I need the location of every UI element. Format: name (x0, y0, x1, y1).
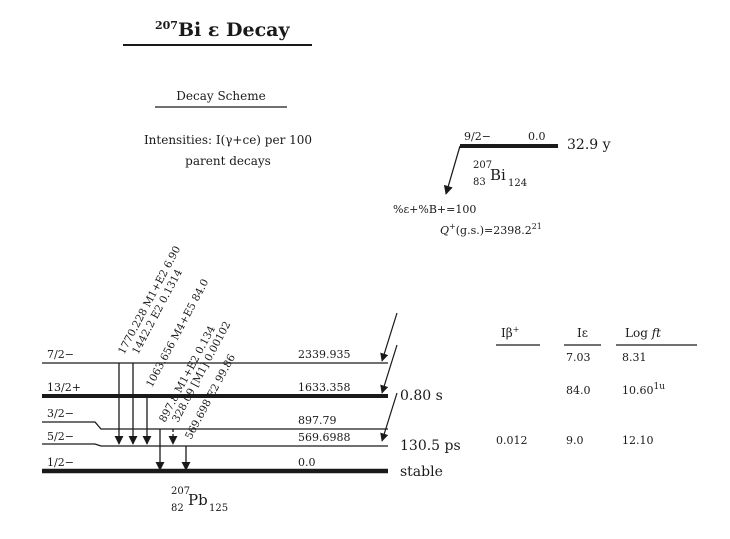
level-energy: 1633.358 (298, 381, 351, 394)
intensities-note-line2: parent decays (185, 154, 271, 168)
svg-text:83: 83 (473, 177, 486, 188)
svg-text:207: 207 (171, 486, 190, 497)
subtitle: Decay Scheme (176, 89, 265, 103)
level-energy: 0.0 (298, 456, 316, 469)
feed-arrow-569 (380, 392, 398, 442)
svg-text:Bi: Bi (490, 166, 506, 184)
table-ib: 0.012 (496, 434, 528, 447)
svg-text:Pb: Pb (188, 491, 208, 509)
level-halflife: stable (400, 464, 443, 480)
parent-energy: 0.0 (528, 130, 546, 143)
branching-ratio: %ε+%B+=100 (393, 203, 476, 216)
q-value: Q+(g.s.)=2398.221 (440, 222, 542, 237)
parent-halflife: 32.9 y (567, 137, 611, 153)
level-spin: 13/2+ (47, 381, 81, 394)
feed-arrow-2339 (380, 312, 398, 362)
parent-decay-arrow (443, 145, 461, 195)
level-spin: 3/2− (47, 407, 74, 420)
page-title: 207Bi ε Decay (155, 19, 290, 41)
table-logft: 12.10 (622, 434, 654, 447)
svg-text:207: 207 (473, 160, 492, 171)
header-ie: Iε (577, 326, 588, 340)
header-logft: Log ft (625, 326, 661, 340)
level-energy: 569.6988 (298, 431, 351, 444)
level-energy: 897.79 (298, 414, 337, 427)
table-logft: 8.31 (622, 351, 647, 364)
parent-nuclide-symbol: 207 83 Bi 124 (473, 160, 527, 189)
level-halflife: 0.80 s (400, 388, 443, 404)
table-ie: 9.0 (566, 434, 584, 447)
level-spin: 5/2− (47, 430, 74, 443)
svg-text:82: 82 (171, 503, 184, 514)
header-ib: Iβ+ (501, 325, 519, 340)
level-spin: 1/2− (47, 456, 74, 469)
feed-arrow-1633 (380, 344, 398, 394)
level-energy: 2339.935 (298, 348, 351, 361)
daughter-nuclide-symbol: 207 82 Pb 125 (171, 486, 228, 514)
svg-text:125: 125 (209, 503, 228, 514)
level-line-897 (42, 421, 388, 430)
level-halflife: 130.5 ps (400, 438, 461, 454)
level-spin: 7/2− (47, 348, 74, 361)
level-line-569 (42, 443, 388, 447)
intensities-note-line1: Intensities: I(γ+ce) per 100 (144, 133, 312, 147)
table-ie: 84.0 (566, 384, 591, 397)
table-logft: 10.601u (622, 382, 665, 397)
svg-text:124: 124 (508, 178, 527, 189)
table-ie: 7.03 (566, 351, 591, 364)
parent-spin: 9/2− (464, 130, 491, 143)
